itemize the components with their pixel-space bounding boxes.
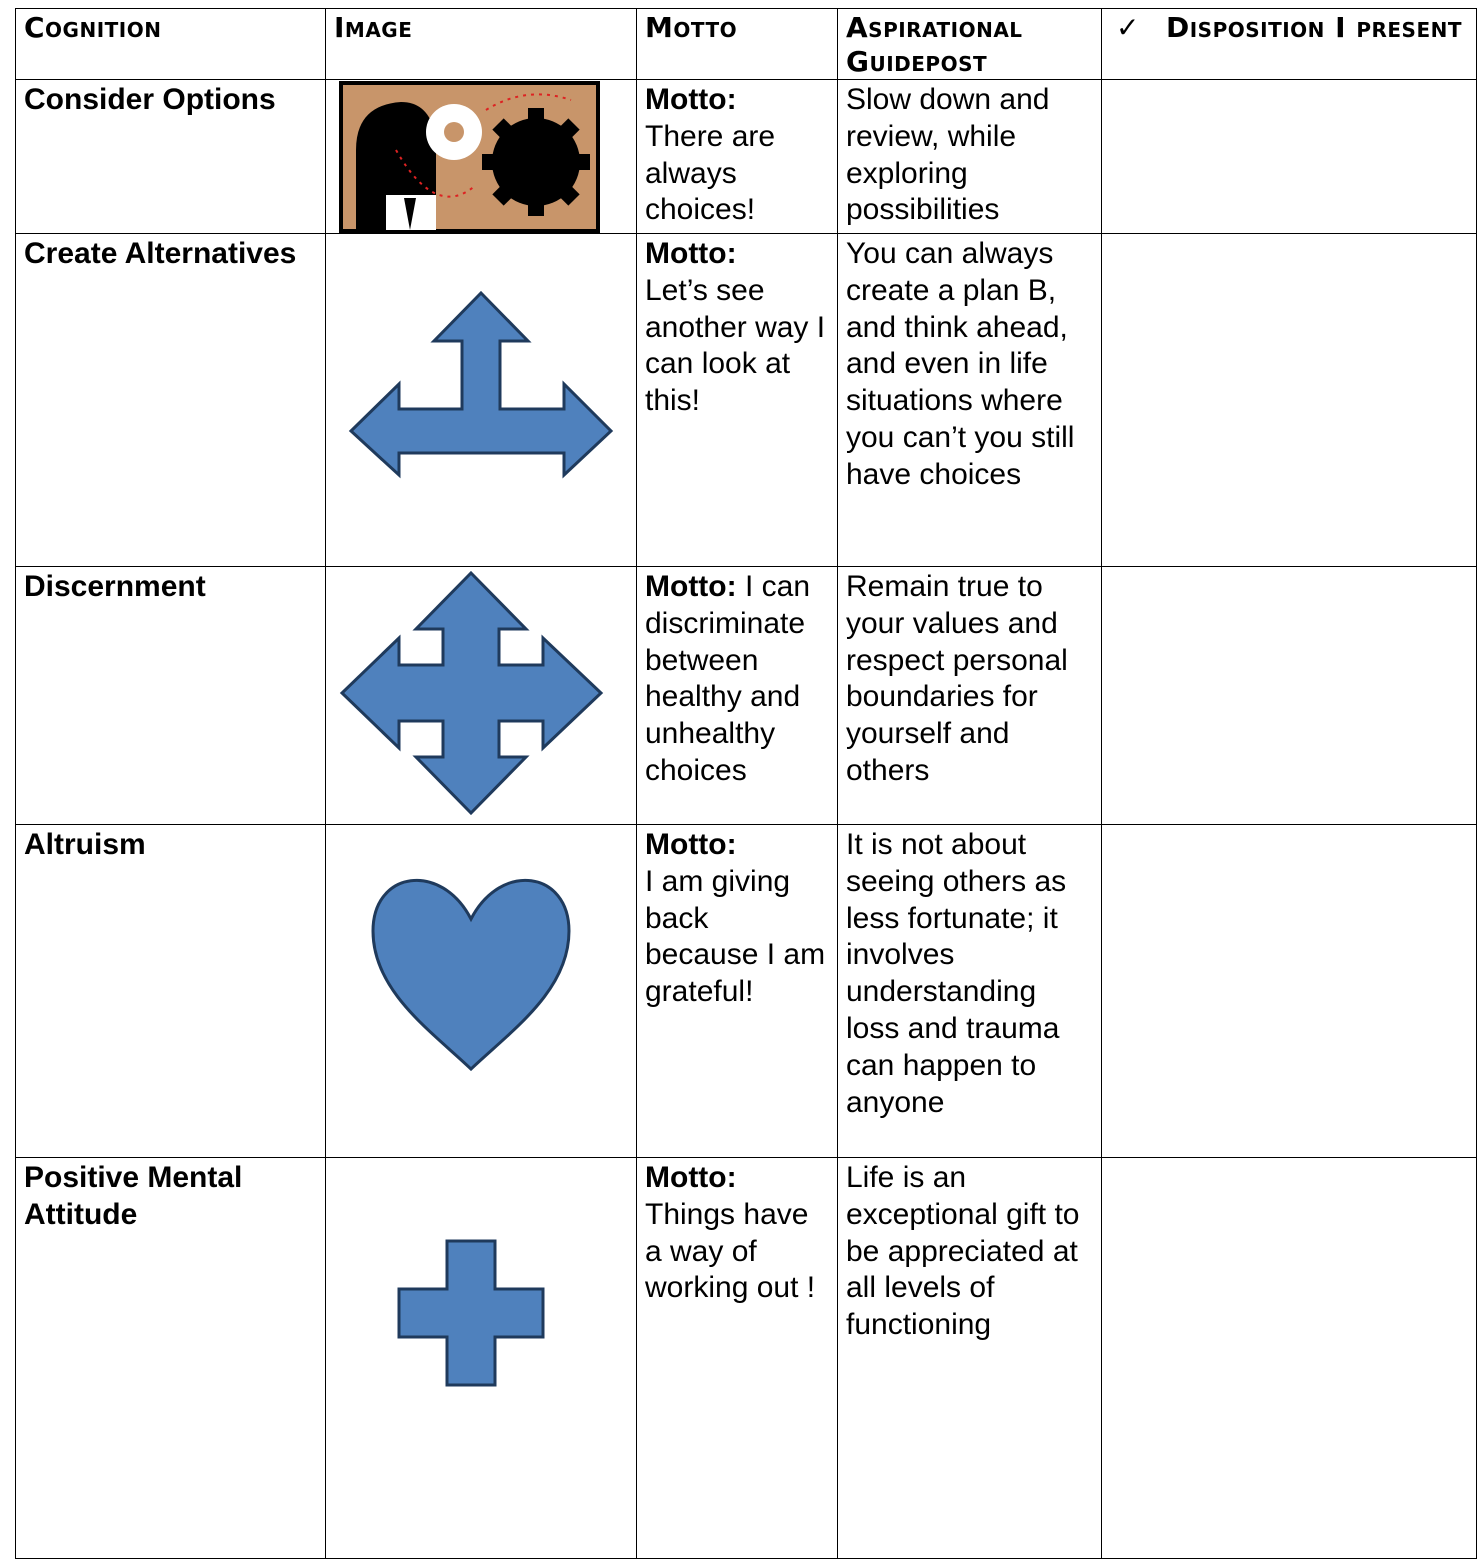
row: Discernment Motto: I can discriminate be… xyxy=(15,566,1477,825)
header-cell: Aspirational Guidepost xyxy=(837,8,1102,80)
header-cell: ✓ Disposition I present xyxy=(1101,8,1477,80)
guidepost: You can always create a plan B, and thin… xyxy=(837,233,1102,567)
motto-label: Motto: xyxy=(645,83,737,116)
plus xyxy=(397,1239,545,1387)
three-way-arrow xyxy=(348,290,614,479)
cognition: Create Alternatives xyxy=(15,233,326,567)
motto-text: I am giving back because I am grateful! xyxy=(645,864,826,1009)
motto-label: Motto: xyxy=(645,1161,737,1194)
image-cell xyxy=(325,79,637,234)
disposition-cell[interactable] xyxy=(1101,1157,1477,1559)
disposition-table: Cognition Image Motto Aspirational Guide… xyxy=(15,8,1477,1559)
guidepost: Life is an exceptional gift to be apprec… xyxy=(837,1157,1102,1559)
motto-label: Motto: xyxy=(645,828,737,861)
motto: Motto: There are always choices! xyxy=(636,79,838,234)
disposition-cell[interactable] xyxy=(1101,233,1477,567)
motto-text: Let’s see another way I can look at this… xyxy=(645,273,826,418)
four-way-arrow xyxy=(339,570,604,816)
row: Create Alternatives Motto: Let’s see anot… xyxy=(15,233,1477,567)
row: Positive Mental Attitude Motto: Things ha… xyxy=(15,1157,1477,1559)
cognition: Consider Options xyxy=(15,79,326,234)
motto-text: I can discriminate between healthy and u… xyxy=(645,570,811,787)
motto: Motto: I am giving back because I am grat… xyxy=(636,824,838,1158)
image-cell xyxy=(325,566,637,825)
clip-art xyxy=(339,81,600,233)
heart xyxy=(371,878,571,1072)
guidepost: Remain true to your values and respect p… xyxy=(837,566,1102,825)
disposition-cell[interactable] xyxy=(1101,824,1477,1158)
image-cell xyxy=(325,233,637,567)
disposition-cell[interactable] xyxy=(1101,566,1477,825)
header-text: Disposition I present xyxy=(1165,11,1462,44)
motto: Motto: Let’s see another way I can look a… xyxy=(636,233,838,567)
header-cell: Motto xyxy=(636,8,838,80)
guidepost: It is not about seeing others as less fo… xyxy=(837,824,1102,1158)
row: Consider Options Motto: There are always … xyxy=(15,79,1477,234)
motto-text: Things have a way of working out ! xyxy=(645,1197,816,1305)
check-mark: ✓ xyxy=(1116,11,1140,44)
motto: Motto: I can discriminate between health… xyxy=(636,566,838,825)
guidepost: Slow down and review, while exploring po… xyxy=(837,79,1102,234)
cognition: Discernment xyxy=(15,566,326,825)
motto-text: There are always choices! xyxy=(645,119,776,227)
motto-label: Motto: xyxy=(645,237,737,270)
cognition: Altruism xyxy=(15,824,326,1158)
motto-label: Motto: xyxy=(645,570,737,603)
row: Altruism Motto: I am giving back because … xyxy=(15,824,1477,1158)
header-cell: Image xyxy=(325,8,637,80)
image-cell xyxy=(325,824,637,1158)
motto: Motto: Things have a way of working out ! xyxy=(636,1157,838,1559)
disposition-cell[interactable] xyxy=(1101,79,1477,234)
header-row: Cognition Image Motto Aspirational Guide… xyxy=(15,8,1477,80)
cognition: Positive Mental Attitude xyxy=(15,1157,326,1559)
image-cell xyxy=(325,1157,637,1559)
header-cell: Cognition xyxy=(15,8,326,80)
